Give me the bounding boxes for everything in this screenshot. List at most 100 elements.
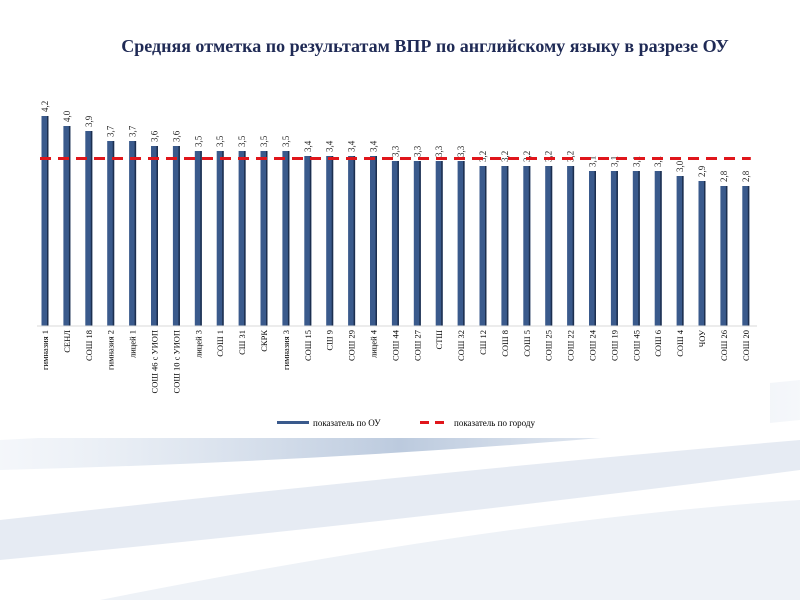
- category-label: СОШ 46 с УИОП: [150, 330, 160, 393]
- bar-shadow: [200, 151, 202, 326]
- bar-shadow: [287, 151, 290, 326]
- category-label: лицей 4: [369, 329, 379, 358]
- data-label: 3,5: [215, 135, 225, 147]
- category-label: гимназия 1: [40, 330, 50, 370]
- legend: показатель по ОУ показатель по городу: [277, 418, 535, 428]
- category-label: СОШ 19: [609, 330, 619, 361]
- bar-shadow: [660, 171, 662, 326]
- category-label: СОШ 27: [412, 330, 422, 361]
- bar: [413, 161, 421, 326]
- bar-shadow: [68, 126, 71, 326]
- data-label: 3,5: [281, 135, 291, 147]
- bar-shadow: [616, 171, 618, 326]
- data-label: 4,0: [62, 110, 72, 122]
- bar: [129, 141, 137, 326]
- bar: [720, 186, 728, 326]
- data-label: 3,3: [456, 145, 466, 157]
- category-label: СШ 31: [237, 330, 247, 355]
- data-label: 2,8: [719, 170, 729, 182]
- bar: [567, 166, 575, 326]
- bar: [698, 181, 706, 326]
- category-label: ЧОУ: [697, 329, 707, 347]
- category-label: СОШ 20: [741, 330, 751, 361]
- category-label: СОШ 6: [653, 330, 663, 357]
- bar: [676, 176, 684, 326]
- bar-shadow: [572, 166, 575, 326]
- bar: [435, 161, 443, 326]
- bar-shadow: [156, 146, 158, 326]
- page-title: Средняя отметка по результатам ВПР по ан…: [121, 36, 729, 56]
- bar-shadow: [638, 171, 640, 326]
- bar: [391, 161, 399, 326]
- bar: [85, 131, 93, 326]
- data-label: 3,5: [259, 135, 269, 147]
- bar: [545, 166, 553, 326]
- data-label: 3,3: [390, 145, 400, 157]
- data-label: 3,3: [434, 145, 444, 157]
- bar-shadow: [47, 116, 49, 326]
- data-label: 3,6: [171, 130, 181, 142]
- bar: [107, 141, 115, 326]
- bar: [172, 146, 180, 326]
- data-label: 3,1: [588, 156, 598, 167]
- chart-area: 4,2 гимназия 1 4,0 СЕНЛ 3,9 СОШ 18 3,7 гимназия…: [22, 88, 770, 438]
- category-label: СОШ 45: [631, 330, 641, 361]
- bar-shadow: [747, 186, 750, 326]
- bar-chart: 4,2 гимназия 1 4,0 СЕНЛ 3,9 СОШ 18 3,7 гимназия…: [37, 101, 757, 428]
- data-label: 3,7: [128, 125, 138, 137]
- category-label: СОШ 1: [215, 330, 225, 357]
- bar-shadow: [682, 176, 684, 326]
- data-label: 2,8: [741, 170, 751, 182]
- data-label: 3,2: [566, 151, 576, 162]
- data-label: 3,4: [303, 140, 313, 152]
- bar-shadow: [266, 151, 268, 326]
- bar-shadow: [550, 166, 553, 326]
- bar-shadow: [463, 161, 465, 326]
- data-label: 3,5: [237, 135, 247, 147]
- category-label: СОШ 22: [566, 330, 576, 361]
- category-label: гимназия 2: [106, 330, 116, 370]
- bar-shadow: [353, 156, 356, 326]
- bar-shadow: [419, 161, 421, 326]
- data-label: 3,3: [412, 145, 422, 157]
- data-label: 3,2: [544, 151, 554, 162]
- data-label: 3,2: [478, 151, 488, 162]
- category-label: СОШ 15: [303, 330, 313, 361]
- bar-shadow: [244, 151, 246, 326]
- bar: [326, 156, 334, 326]
- category-label: СОШ 10 с УИОП: [171, 330, 181, 393]
- data-label: 3,9: [84, 115, 94, 127]
- bar-shadow: [90, 131, 93, 326]
- legend-label-city: показатель по городу: [454, 418, 535, 428]
- legend-swatch-ou: [277, 421, 309, 424]
- bar-shadow: [134, 141, 137, 326]
- category-label: СОШ 4: [675, 329, 685, 357]
- data-label: 3,7: [106, 125, 116, 137]
- category-label: СОШ 24: [588, 329, 598, 361]
- data-label: 4,2: [40, 101, 50, 112]
- category-label: лицей 3: [193, 330, 203, 358]
- bar: [194, 151, 202, 326]
- bar-shadow: [178, 146, 180, 326]
- bar-shadow: [375, 156, 377, 326]
- bar: [216, 151, 224, 326]
- category-label: СОШ 26: [719, 330, 729, 361]
- bar: [654, 171, 662, 326]
- category-label: лицей 1: [128, 330, 138, 358]
- data-label: 3,0: [675, 160, 685, 172]
- bar: [63, 126, 71, 326]
- bar: [370, 156, 377, 326]
- bar: [282, 151, 290, 326]
- category-label: СОШ 18: [84, 330, 94, 361]
- bar-shadow: [112, 141, 115, 326]
- bar: [41, 116, 49, 326]
- bar: [589, 171, 596, 326]
- category-label: СОШ 25: [544, 330, 554, 361]
- bar: [304, 156, 312, 326]
- bar-shadow: [397, 161, 399, 326]
- category-label: СКРК: [259, 330, 269, 352]
- category-label: СШ 12: [478, 330, 488, 355]
- data-label: 3,5: [193, 135, 203, 147]
- bar: [523, 166, 531, 326]
- data-label: 2,9: [697, 165, 707, 177]
